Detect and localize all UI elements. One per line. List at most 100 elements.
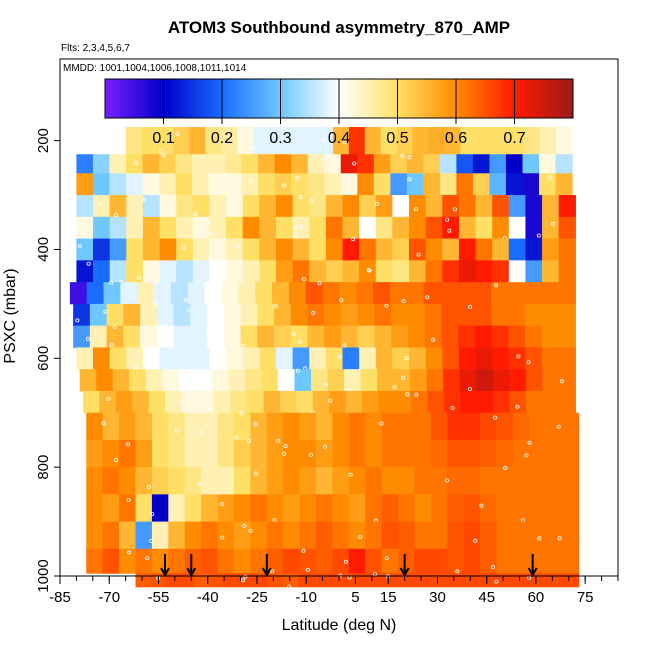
heatmap-cell [179,573,196,588]
mmdd-note: MMDD: 1001,1004,1006,1008,1011,1014 [63,63,247,74]
colorbar: 0.1 0.2 0.3 0.4 0.5 0.6 0.7 [104,78,574,147]
heatmap-cell [226,347,244,370]
heatmap-cell [135,494,153,522]
heatmap-cell [86,412,104,441]
heatmap-cell [332,548,350,574]
heatmap-cell [409,238,427,261]
observation-marker [447,228,452,233]
observation-marker [150,188,155,193]
colorbar-swatch [254,79,258,118]
heatmap-cell [555,154,573,174]
heatmap-cell [406,154,424,174]
observation-marker [291,331,296,336]
heatmap-cell [225,154,243,174]
heatmap-cell [255,282,273,305]
x-tick-label: -25 [246,589,268,606]
heatmap-cell [430,467,448,495]
observation-marker [527,440,532,445]
heatmap-cell [406,173,424,196]
heatmap-cell [375,238,393,261]
observation-marker [175,131,180,136]
heatmap-cell [407,325,426,348]
heatmap-cell [332,467,350,495]
heatmap-cell [142,173,160,196]
heatmap-cell [142,195,161,218]
colorbar-swatch [125,79,129,118]
heatmap-cell [443,369,461,392]
colorbar-tick-label: 0.7 [503,130,525,147]
heatmap-cell [563,573,580,588]
heatmap-cell [542,238,560,261]
heatmap-cell [259,260,277,283]
heatmap-cell [76,195,94,218]
observation-marker [503,465,508,470]
observation-marker [414,392,419,397]
heatmap-cell [525,325,543,348]
observation-marker [295,368,300,373]
colorbar-swatch [546,79,551,118]
observation-marker [407,155,412,160]
colorbar-swatch [420,79,425,118]
observation-marker [521,264,526,269]
heatmap-cell [192,173,210,196]
heatmap-cell [508,303,526,327]
heatmap-cell [148,390,166,414]
colorbar-swatch [298,79,302,118]
heatmap-cell [250,521,268,550]
colorbar-swatch [409,79,413,118]
heatmap-cell [119,521,137,550]
heatmap-cell [390,154,408,174]
colorbar-swatch [219,79,223,118]
heatmap-cell [209,260,227,283]
heatmap-cell [135,573,151,588]
colorbar-swatch [438,79,442,118]
observation-marker [235,244,240,249]
heatmap-cell [92,173,111,196]
heatmap-cell [496,467,514,495]
heatmap-cell [233,548,251,574]
heatmap-cell [76,154,94,174]
observation-marker [149,538,154,543]
heatmap-cell [145,369,163,392]
observation-marker [352,161,357,166]
chart-title: ATOM3 Southbound asymmetry_870_AMP [168,18,510,37]
heatmap-cell [209,347,227,370]
heatmap-cell [181,390,199,414]
observation-marker [134,364,139,369]
heatmap-cell [416,573,432,588]
heatmap-cell [112,369,130,392]
heatmap-cell [463,548,481,574]
colorbar-swatch [543,79,548,118]
heatmap-cell [365,467,383,495]
heatmap-cell [241,173,259,196]
heatmap-cell [458,303,476,327]
heatmap-cell [458,216,477,239]
heatmap-cell [492,347,510,370]
observation-marker [400,375,405,380]
heatmap-cell [525,238,543,261]
observation-marker [164,330,169,335]
heatmap-cell [228,369,246,392]
heatmap-cell [512,494,530,522]
heatmap-cell [480,439,498,468]
heatmap-cell [414,548,432,574]
heatmap-cell [430,494,448,522]
heatmap-cell [211,369,229,392]
heatmap-cell [505,154,524,174]
colorbar-swatch [339,79,343,118]
heatmap-cell [558,195,576,218]
observation-marker [127,550,132,555]
arrow-head [399,567,410,578]
colorbar-swatch [458,79,463,118]
colorbar-swatch [511,79,515,118]
heatmap-cell [410,369,428,392]
heatmap-cell [173,303,191,327]
colorbar-swatch [262,79,267,118]
heatmap-cell [159,173,177,196]
colorbar-swatch [268,79,273,118]
observation-marker [234,435,239,440]
heatmap-cell [250,548,268,574]
heatmap-cell [542,390,560,414]
observation-marker [309,198,314,203]
heatmap-cell [96,369,114,392]
